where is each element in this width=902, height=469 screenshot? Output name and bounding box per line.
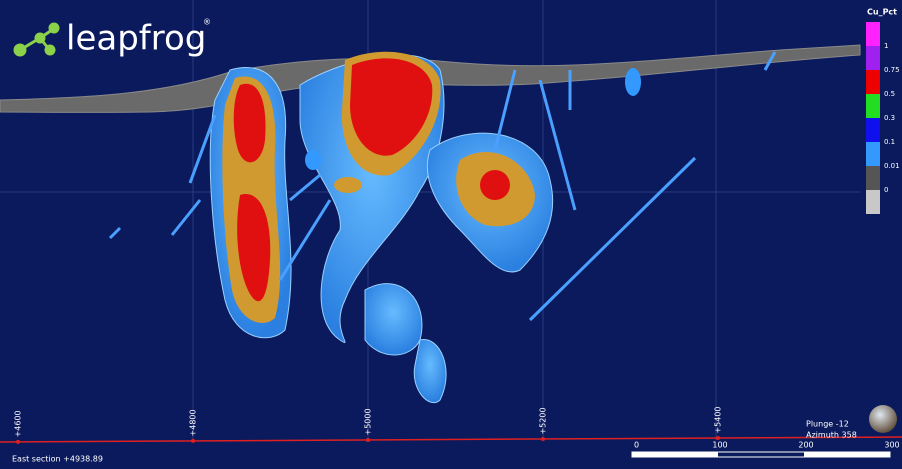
- legend-label: 0.01: [884, 162, 900, 170]
- legend-swatch: [866, 142, 880, 166]
- tick-dot: [16, 440, 20, 444]
- scale-label: 300: [884, 441, 899, 450]
- legend-label: 0: [884, 186, 888, 194]
- legend-swatch: [866, 94, 880, 118]
- section-tick-label: +5000: [364, 408, 373, 435]
- legend-label: 0.75: [884, 66, 900, 74]
- section-tick-label: +5200: [539, 407, 548, 434]
- legend-swatch: [866, 22, 880, 46]
- section-tick-label: +4600: [14, 410, 23, 437]
- tick-dot: [716, 436, 720, 440]
- logo-mark: ®: [203, 18, 211, 27]
- section-tick-label: +5400: [714, 406, 723, 433]
- plunge: Plunge -12: [806, 420, 849, 429]
- orientation-globe[interactable]: [869, 405, 897, 433]
- logo-text: leapfrog: [66, 19, 206, 59]
- scale-label: 200: [798, 441, 813, 450]
- legend-swatch: [866, 46, 880, 70]
- legend-label: 0.1: [884, 138, 895, 146]
- legend-title: Cu_Pct: [867, 8, 897, 17]
- tick-dot: [541, 437, 545, 441]
- legend-swatch: [866, 190, 880, 214]
- scale-label: 0: [634, 441, 639, 450]
- legend-label: 0.5: [884, 90, 895, 98]
- section-label: East section +4938.89: [12, 455, 103, 464]
- section-tick-label: +4800: [189, 409, 198, 436]
- legend-swatch: [866, 166, 880, 190]
- azimuth: Azimuth 358: [806, 431, 857, 440]
- legend-label: 1: [884, 42, 888, 50]
- tick-dot: [191, 439, 195, 443]
- legend-swatch: [866, 118, 880, 142]
- viewer: leapfrog ® Cu_Pct 1 0.75 0.5 0.3 0.1 0.01 0 +4…: [0, 0, 902, 469]
- scale-label: 100: [712, 441, 727, 450]
- scale-bar: [632, 452, 890, 457]
- legend-swatch: [866, 70, 880, 94]
- legend-label: 0.3: [884, 114, 895, 122]
- tick-dot: [366, 438, 370, 442]
